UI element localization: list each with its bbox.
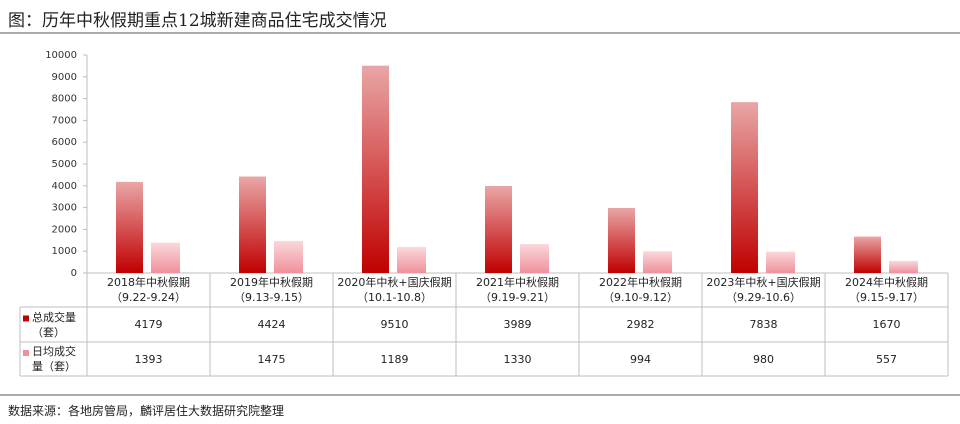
chart-title: 图：历年中秋假期重点12城新建商品住宅成交情况 [8, 11, 387, 31]
table-value: 4424 [257, 318, 286, 331]
table-value: 557 [876, 352, 897, 366]
x-tick-label: 2022年中秋假期 （9.10-9.12） [599, 276, 682, 304]
bar [239, 176, 266, 273]
y-tick-label: 8000 [52, 94, 77, 105]
legend-label: 日均成交 量（套） [32, 345, 76, 373]
table-value: 994 [630, 352, 651, 366]
y-tick-label: 7000 [52, 115, 77, 126]
y-tick-label: 5000 [52, 159, 77, 170]
table-value: 7838 [749, 318, 778, 331]
bar [608, 207, 635, 273]
source: 数据来源：各地房管局，麟评居住大数据研究院整理 [8, 404, 285, 418]
x-tick-label: 2021年中秋假期 （9.19-9.21） [476, 276, 559, 304]
y-tick-label: 3000 [52, 203, 77, 214]
table-value: 980 [753, 352, 774, 366]
bar [485, 186, 512, 273]
table-value: 1670 [872, 318, 901, 331]
x-tick-label: 2019年中秋假期 （9.13-9.15） [230, 276, 313, 304]
bar [766, 251, 795, 273]
table-value: 4179 [134, 318, 163, 331]
bar [731, 102, 758, 274]
y-tick-label: 10000 [45, 50, 77, 61]
bar [854, 236, 881, 273]
table-value: 2982 [626, 318, 655, 331]
table-value: 1393 [134, 352, 163, 366]
table-value: 1330 [503, 352, 532, 366]
bar [397, 247, 426, 273]
table-value: 3989 [503, 318, 532, 331]
bar [643, 251, 672, 273]
bar [116, 181, 143, 273]
bar [274, 240, 303, 273]
table-value: 1189 [380, 352, 409, 366]
table-value: 9510 [380, 318, 409, 331]
legend-swatch [23, 350, 29, 356]
y-tick-label: 1000 [52, 246, 77, 257]
y-tick-label: 6000 [52, 137, 77, 148]
y-tick-label: 9000 [52, 72, 77, 83]
y-tick-label: 2000 [52, 224, 77, 235]
y-tick-label: 4000 [52, 181, 77, 192]
legend-label: 总成交量 （套） [32, 310, 76, 339]
x-tick-label: 2018年中秋假期 （9.22-9.24） [107, 276, 190, 304]
bar [520, 244, 549, 273]
table-value: 1475 [257, 352, 286, 366]
bar [889, 260, 918, 273]
legend-swatch [23, 315, 29, 322]
bar [151, 242, 180, 273]
x-tick-label: 2023年中秋+国庆假期 （9.29-10.6） [706, 276, 821, 304]
x-tick-label: 2020年中秋+国庆假期 （10.1-10.8） [337, 276, 452, 304]
y-tick-label: 0 [71, 268, 77, 279]
bar [362, 65, 389, 273]
x-tick-label: 2024年中秋假期 （9.15-9.17） [845, 276, 928, 304]
